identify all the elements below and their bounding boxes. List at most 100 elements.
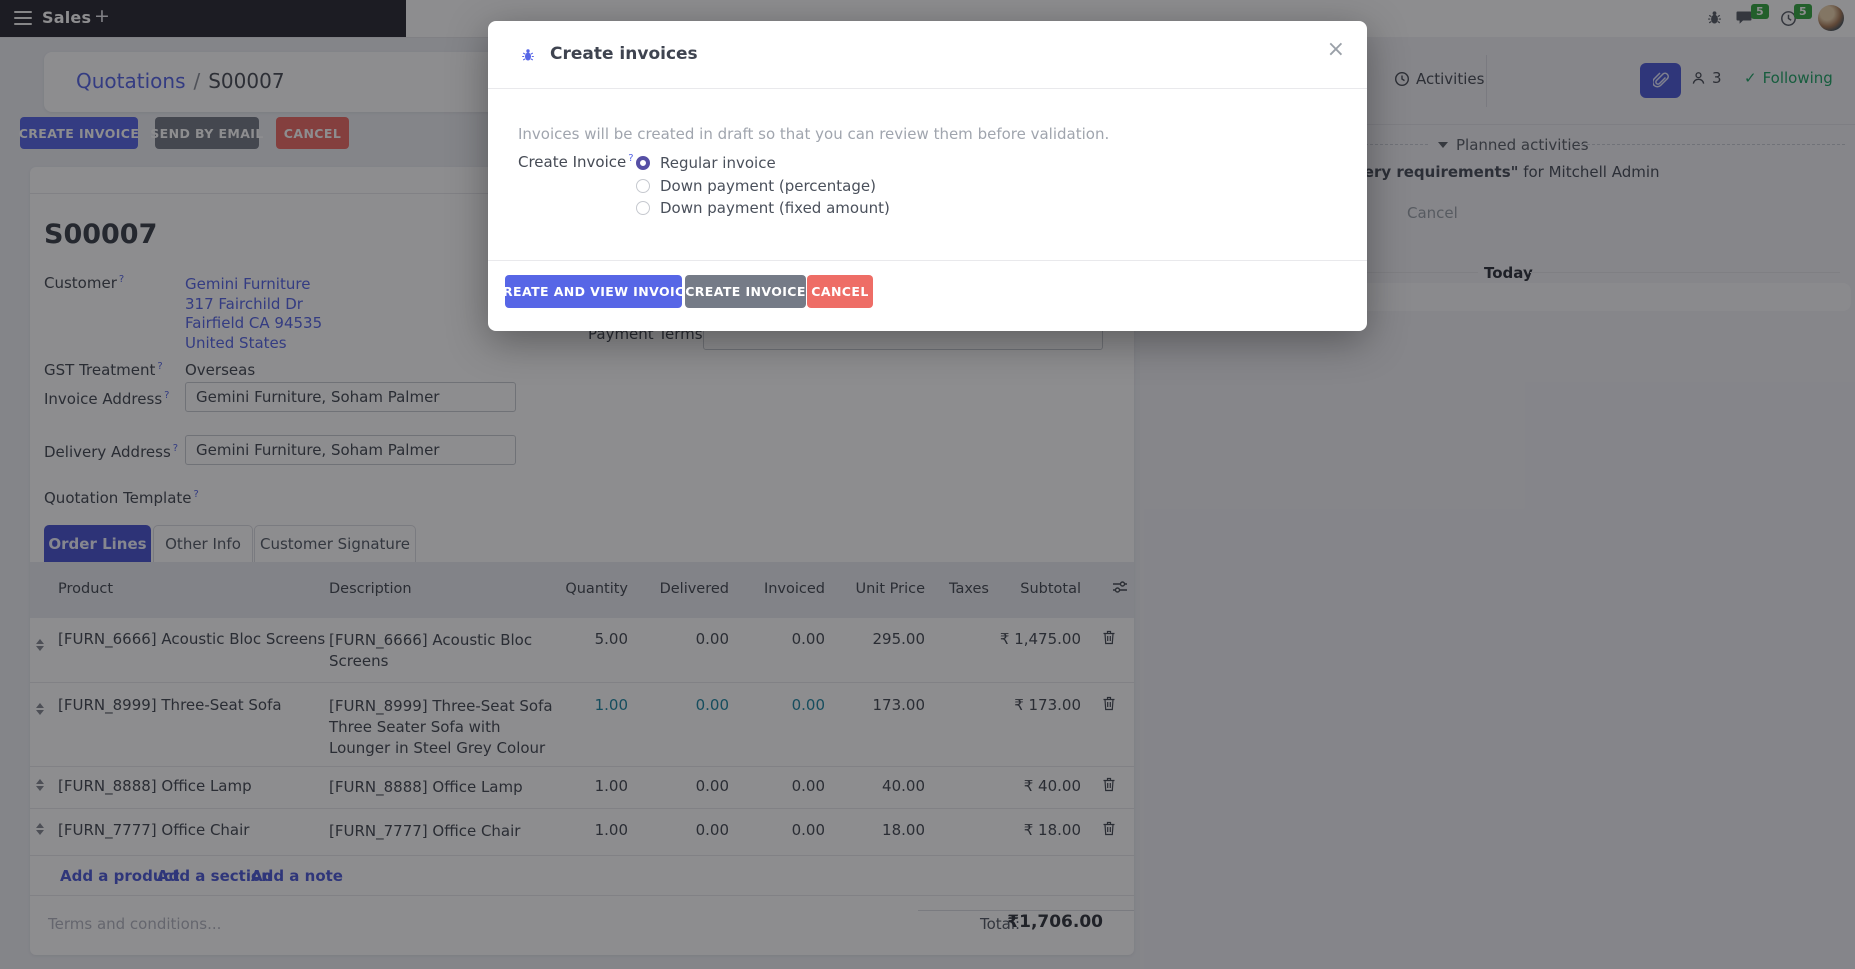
following-label: Following: [1762, 69, 1833, 87]
cell-invoiced: 0.00: [791, 777, 825, 795]
cell-product[interactable]: [FURN_8888] Office Lamp: [58, 777, 252, 795]
delivery-address-input[interactable]: Gemini Furniture, Soham Palmer: [185, 435, 516, 465]
customer-name-link[interactable]: Gemini Furniture: [185, 275, 311, 293]
activity-name: very requirements": [1354, 163, 1519, 181]
tab-order-lines[interactable]: Order Lines: [44, 525, 151, 562]
cancel-button[interactable]: CANCEL: [276, 117, 349, 149]
delete-row-icon[interactable]: [1102, 696, 1116, 715]
cell-quantity[interactable]: 5.00: [594, 630, 628, 648]
customer-city-link[interactable]: Fairfield CA 94535: [185, 314, 323, 332]
chatter-topbar: [1140, 37, 1855, 125]
activities-badge: 5: [1794, 4, 1812, 19]
cell-unit-price[interactable]: 18.00: [882, 821, 925, 839]
cell-product[interactable]: [FURN_8999] Three-Seat Sofa: [58, 696, 282, 714]
radio-regular-invoice-label[interactable]: Regular invoice: [660, 154, 776, 172]
radio-down-payment-fixed-label[interactable]: Down payment (fixed amount): [660, 199, 890, 217]
cell-invoiced: 0.00: [791, 696, 825, 714]
activities-button[interactable]: Activities: [1394, 70, 1484, 88]
cell-delivered: 0.00: [695, 777, 729, 795]
table-row[interactable]: [FURN_7777] Office Chair [FURN_7777] Off…: [30, 808, 1134, 856]
planned-activities-toggle[interactable]: Planned activities: [1438, 136, 1589, 154]
delete-row-icon[interactable]: [1102, 630, 1116, 649]
invoice-address-label: Invoice Address?: [44, 390, 170, 408]
breadcrumb-current: S00007: [208, 69, 285, 93]
radio-down-payment-percentage-label[interactable]: Down payment (percentage): [660, 177, 876, 195]
create-invoice-button[interactable]: CREATE INVOICE: [19, 117, 139, 149]
cell-description[interactable]: [FURN_8888] Office Lamp: [329, 778, 523, 796]
followers-button[interactable]: 3: [1691, 69, 1722, 87]
drag-handle-icon[interactable]: [36, 779, 46, 791]
radio-regular-invoice[interactable]: [636, 156, 650, 170]
add-a-note-link[interactable]: Add a note: [251, 867, 343, 885]
planned-activity-item[interactable]: very requirements" for Mitchell Admin: [1354, 163, 1660, 181]
cell-delivered: 0.00: [695, 630, 729, 648]
col-subtotal: Subtotal: [1020, 581, 1081, 597]
cell-delivered: 0.00: [695, 696, 729, 714]
modal-cancel-button[interactable]: CANCEL: [807, 275, 873, 308]
drag-handle-icon[interactable]: [36, 823, 46, 835]
delete-row-icon[interactable]: [1102, 777, 1116, 796]
modal-title: Create invoices: [550, 44, 698, 64]
send-by-email-button[interactable]: SEND BY EMAIL: [150, 117, 263, 149]
gst-treatment-value[interactable]: Overseas: [185, 361, 256, 379]
col-taxes: Taxes: [949, 581, 989, 597]
order-lines-header: Product Description Quantity Delivered I…: [30, 562, 1134, 618]
total-label: Total:: [980, 915, 1021, 933]
radio-down-payment-percentage[interactable]: [636, 179, 650, 193]
cell-invoiced: 0.00: [791, 630, 825, 648]
close-icon[interactable]: ×: [1326, 37, 1345, 62]
cell-quantity[interactable]: 1.00: [594, 821, 628, 839]
customer-country-link[interactable]: United States: [185, 333, 287, 352]
messages-icon[interactable]: [1736, 10, 1754, 30]
drag-handle-icon[interactable]: [36, 639, 46, 651]
menu-icon[interactable]: [14, 11, 32, 25]
following-button[interactable]: ✓ Following: [1744, 69, 1833, 87]
table-row[interactable]: [FURN_6666] Acoustic Bloc Screens [FURN_…: [30, 618, 1134, 683]
table-row[interactable]: [FURN_8888] Office Lamp [FURN_8888] Offi…: [30, 766, 1134, 809]
debug-bug-icon[interactable]: [1706, 9, 1723, 30]
cell-product[interactable]: [FURN_7777] Office Chair: [58, 821, 250, 839]
app-menu-sales[interactable]: Sales: [42, 8, 92, 27]
terms-and-conditions-input[interactable]: Terms and conditions...: [48, 915, 222, 933]
cell-description[interactable]: [FURN_8999] Three-Seat Sofa Three Seater …: [329, 697, 553, 757]
cell-unit-price[interactable]: 173.00: [872, 696, 926, 714]
customer-street-link[interactable]: 317 Fairchild Dr: [185, 294, 303, 313]
table-row[interactable]: [FURN_8999] Three-Seat Sofa [FURN_8999] …: [30, 682, 1134, 767]
drag-handle-icon[interactable]: [36, 703, 46, 715]
delete-row-icon[interactable]: [1102, 821, 1116, 840]
activity-cancel-link[interactable]: Cancel: [1407, 204, 1458, 222]
col-quantity: Quantity: [565, 581, 628, 597]
cell-unit-price[interactable]: 40.00: [882, 777, 925, 795]
customer-label: Customer?: [44, 274, 125, 292]
breadcrumb-quotations-link[interactable]: Quotations: [76, 69, 186, 93]
today-line-right: [1530, 272, 1840, 273]
invoice-address-input[interactable]: Gemini Furniture, Soham Palmer: [185, 382, 516, 412]
tab-customer-signature[interactable]: Customer Signature: [254, 525, 416, 562]
add-a-product-link[interactable]: Add a product: [60, 867, 180, 885]
cell-unit-price[interactable]: 295.00: [872, 630, 926, 648]
add-a-section-link[interactable]: Add a section: [157, 867, 272, 885]
user-avatar[interactable]: [1818, 5, 1844, 31]
radio-down-payment-fixed[interactable]: [636, 201, 650, 215]
cell-quantity[interactable]: 1.00: [594, 696, 628, 714]
cell-quantity[interactable]: 1.00: [594, 777, 628, 795]
tab-other-info[interactable]: Other Info: [153, 525, 253, 562]
attach-files-button[interactable]: [1640, 63, 1681, 98]
chevron-down-icon: [1438, 142, 1448, 148]
modal-intro-text: Invoices will be created in draft so tha…: [518, 125, 1110, 143]
cell-description[interactable]: [FURN_6666] Acoustic Bloc Screens: [329, 631, 533, 670]
col-description: Description: [329, 581, 412, 597]
col-delivered: Delivered: [659, 581, 729, 597]
modal-create-invoice-button[interactable]: CREATE INVOICE: [685, 275, 806, 308]
cell-product[interactable]: [FURN_6666] Acoustic Bloc Screens: [58, 630, 326, 648]
total-divider: [918, 910, 1134, 911]
cell-subtotal: ₹ 1,475.00: [999, 630, 1081, 648]
create-and-view-invoice-button[interactable]: CREATE AND VIEW INVOICE: [493, 275, 693, 308]
delivery-address-label: Delivery Address?: [44, 443, 179, 461]
new-tab-button[interactable]: +: [94, 5, 110, 27]
cell-description[interactable]: [FURN_7777] Office Chair: [329, 822, 521, 840]
activity-assignee: for Mitchell Admin: [1518, 163, 1660, 181]
optional-columns-icon[interactable]: [1112, 579, 1128, 599]
planned-dash-right: [1577, 144, 1845, 145]
customer-value[interactable]: Gemini Furniture 317 Fairchild Dr Fairfi…: [185, 275, 322, 353]
